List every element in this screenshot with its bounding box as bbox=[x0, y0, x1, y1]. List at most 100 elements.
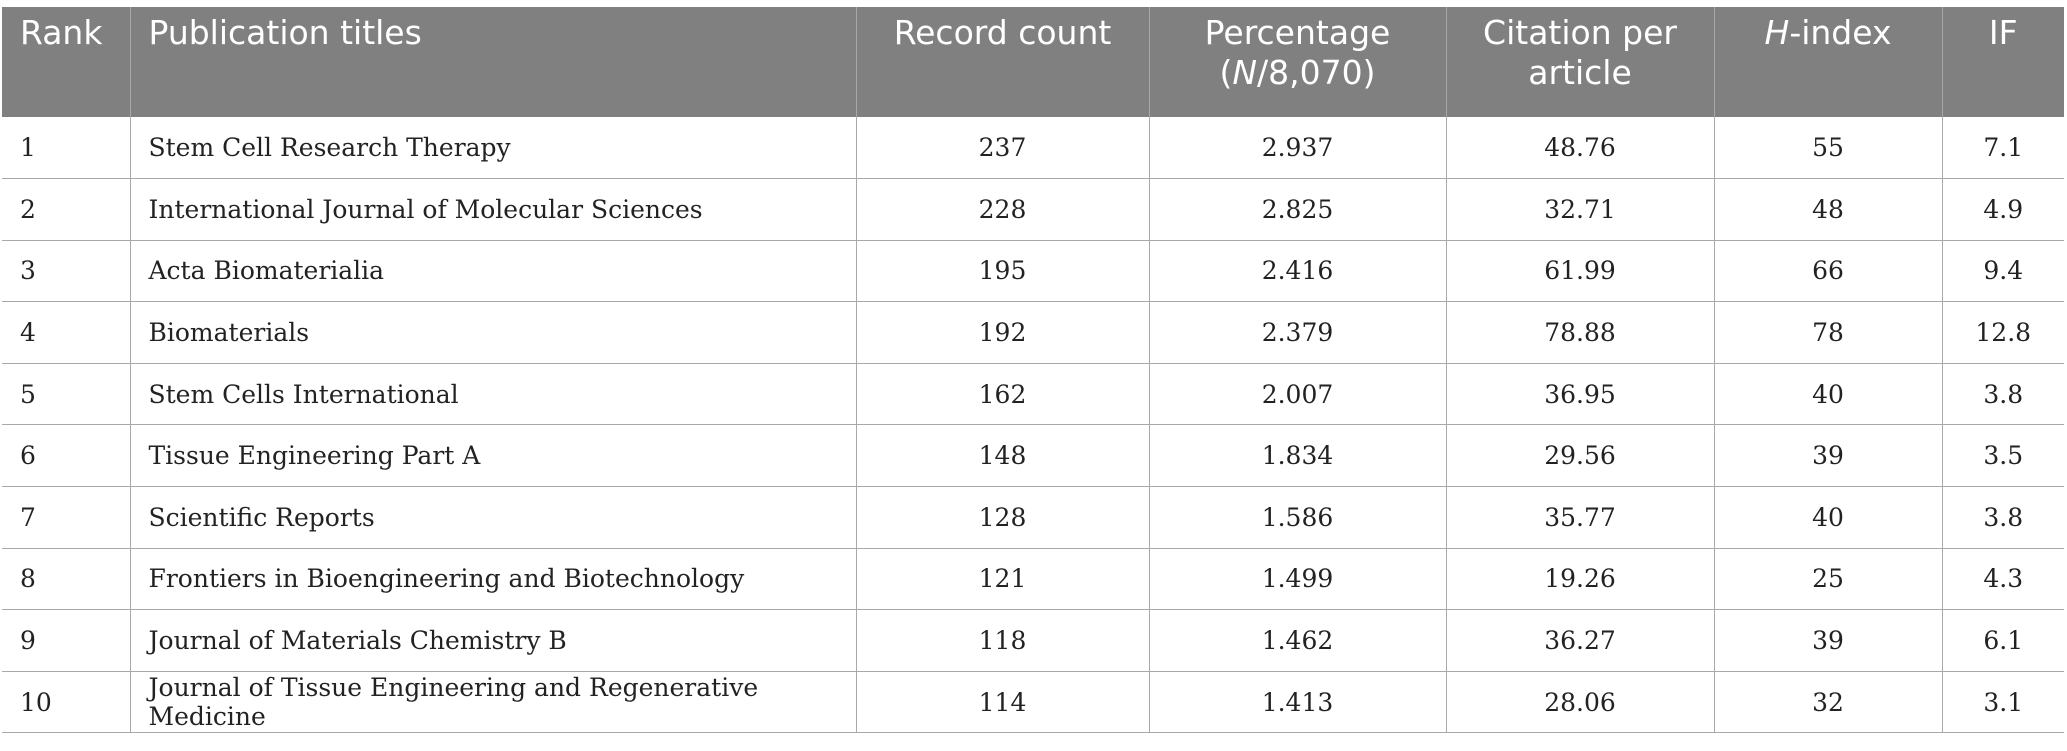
publication-table-container: Rank Publication titles Record count Per… bbox=[2, 7, 2064, 734]
cell-percentage: 1.499 bbox=[1149, 548, 1447, 611]
header-percentage-open: ( bbox=[1219, 53, 1233, 92]
cell-if: 9.4 bbox=[1942, 240, 2064, 303]
cell-record-count: 114 bbox=[856, 671, 1150, 734]
cell-citation: 29.56 bbox=[1446, 424, 1715, 488]
publication-table: Rank Publication titles Record count Per… bbox=[2, 7, 2064, 734]
cell-hindex: 40 bbox=[1714, 486, 1943, 549]
header-citation-line1: Citation per bbox=[1483, 13, 1677, 52]
header-percentage-n: N bbox=[1232, 53, 1258, 92]
cell-if: 12.8 bbox=[1942, 301, 2064, 364]
cell-citation: 32.71 bbox=[1446, 178, 1715, 241]
cell-percentage: 1.586 bbox=[1149, 486, 1447, 549]
cell-rank: 8 bbox=[2, 548, 131, 611]
cell-hindex: 25 bbox=[1714, 548, 1943, 611]
cell-title: Scientific Reports bbox=[130, 486, 857, 549]
cell-citation: 28.06 bbox=[1446, 671, 1715, 734]
cell-percentage: 1.834 bbox=[1149, 424, 1447, 488]
cell-hindex: 48 bbox=[1714, 178, 1943, 241]
cell-record-count: 237 bbox=[856, 117, 1150, 180]
cell-record-count: 148 bbox=[856, 424, 1150, 488]
cell-title: Journal of Tissue Engineering and Regene… bbox=[130, 671, 857, 734]
cell-citation: 78.88 bbox=[1446, 301, 1715, 364]
cell-citation: 35.77 bbox=[1446, 486, 1715, 549]
cell-rank: 2 bbox=[2, 178, 131, 241]
header-record-count: Record count bbox=[856, 7, 1150, 117]
header-percentage-line1: Percentage bbox=[1204, 13, 1391, 52]
table-header: Rank Publication titles Record count Per… bbox=[2, 7, 2064, 117]
header-hindex-rest: -index bbox=[1789, 13, 1892, 52]
header-title: Publication titles bbox=[130, 7, 857, 117]
cell-rank: 9 bbox=[2, 609, 131, 672]
cell-if: 3.1 bbox=[1942, 671, 2064, 734]
cell-if: 3.8 bbox=[1942, 486, 2064, 549]
cell-record-count: 195 bbox=[856, 240, 1150, 303]
cell-if: 3.8 bbox=[1942, 363, 2064, 426]
cell-hindex: 32 bbox=[1714, 671, 1943, 734]
table-row: 1 Stem Cell Research Therapy 237 2.937 4… bbox=[2, 117, 2064, 180]
cell-percentage: 2.937 bbox=[1149, 117, 1447, 180]
cell-percentage: 2.379 bbox=[1149, 301, 1447, 364]
table-body: 1 Stem Cell Research Therapy 237 2.937 4… bbox=[2, 117, 2064, 734]
header-percentage: Percentage (N/8,070) bbox=[1149, 7, 1447, 117]
table-row: 6 Tissue Engineering Part A 148 1.834 29… bbox=[2, 424, 2064, 488]
cell-record-count: 118 bbox=[856, 609, 1150, 672]
cell-title: Stem Cell Research Therapy bbox=[130, 117, 857, 180]
header-rank: Rank bbox=[2, 7, 131, 117]
header-if: IF bbox=[1942, 7, 2064, 117]
cell-record-count: 162 bbox=[856, 363, 1150, 426]
cell-record-count: 121 bbox=[856, 548, 1150, 611]
header-rank-label: Rank bbox=[20, 13, 103, 52]
cell-rank: 4 bbox=[2, 301, 131, 364]
cell-hindex: 78 bbox=[1714, 301, 1943, 364]
cell-percentage: 1.413 bbox=[1149, 671, 1447, 734]
cell-title: International Journal of Molecular Scien… bbox=[130, 178, 857, 241]
cell-rank: 1 bbox=[2, 117, 131, 180]
cell-percentage: 2.007 bbox=[1149, 363, 1447, 426]
header-citation-line2: article bbox=[1528, 53, 1632, 92]
cell-rank: 10 bbox=[2, 671, 131, 734]
cell-record-count: 228 bbox=[856, 178, 1150, 241]
cell-if: 6.1 bbox=[1942, 609, 2064, 672]
cell-record-count: 192 bbox=[856, 301, 1150, 364]
cell-rank: 5 bbox=[2, 363, 131, 426]
cell-percentage: 2.416 bbox=[1149, 240, 1447, 303]
cell-hindex: 39 bbox=[1714, 609, 1943, 672]
header-citation: Citation per article bbox=[1446, 7, 1715, 117]
table-row: 10 Journal of Tissue Engineering and Reg… bbox=[2, 671, 2064, 734]
cell-title: Acta Biomaterialia bbox=[130, 240, 857, 303]
table-row: 7 Scientific Reports 128 1.586 35.77 40 … bbox=[2, 486, 2064, 549]
header-if-label: IF bbox=[1988, 13, 2018, 52]
cell-title: Biomaterials bbox=[130, 301, 857, 364]
table-row: 9 Journal of Materials Chemistry B 118 1… bbox=[2, 609, 2064, 672]
cell-percentage: 1.462 bbox=[1149, 609, 1447, 672]
cell-citation: 19.26 bbox=[1446, 548, 1715, 611]
cell-hindex: 66 bbox=[1714, 240, 1943, 303]
header-row: Rank Publication titles Record count Per… bbox=[2, 7, 2064, 117]
cell-rank: 7 bbox=[2, 486, 131, 549]
cell-if: 4.3 bbox=[1942, 548, 2064, 611]
cell-if: 3.5 bbox=[1942, 424, 2064, 488]
header-hindex-h: H bbox=[1764, 13, 1790, 52]
table-row: 3 Acta Biomaterialia 195 2.416 61.99 66 … bbox=[2, 240, 2064, 303]
cell-citation: 36.95 bbox=[1446, 363, 1715, 426]
cell-hindex: 40 bbox=[1714, 363, 1943, 426]
header-hindex: H-index bbox=[1714, 7, 1943, 117]
header-title-label: Publication titles bbox=[148, 13, 422, 52]
cell-citation: 36.27 bbox=[1446, 609, 1715, 672]
cell-hindex: 55 bbox=[1714, 117, 1943, 180]
table-row: 2 International Journal of Molecular Sci… bbox=[2, 178, 2064, 241]
cell-title: Tissue Engineering Part A bbox=[130, 424, 857, 488]
cell-record-count: 128 bbox=[856, 486, 1150, 549]
cell-percentage: 2.825 bbox=[1149, 178, 1447, 241]
table-row: 8 Frontiers in Bioengineering and Biotec… bbox=[2, 548, 2064, 611]
header-record-count-label: Record count bbox=[893, 13, 1112, 52]
table-row: 4 Biomaterials 192 2.379 78.88 78 12.8 bbox=[2, 301, 2064, 364]
cell-rank: 6 bbox=[2, 424, 131, 488]
header-percentage-rest: /8,070) bbox=[1257, 53, 1376, 92]
cell-if: 4.9 bbox=[1942, 178, 2064, 241]
cell-if: 7.1 bbox=[1942, 117, 2064, 180]
cell-hindex: 39 bbox=[1714, 424, 1943, 488]
cell-citation: 61.99 bbox=[1446, 240, 1715, 303]
cell-rank: 3 bbox=[2, 240, 131, 303]
cell-title: Stem Cells International bbox=[130, 363, 857, 426]
